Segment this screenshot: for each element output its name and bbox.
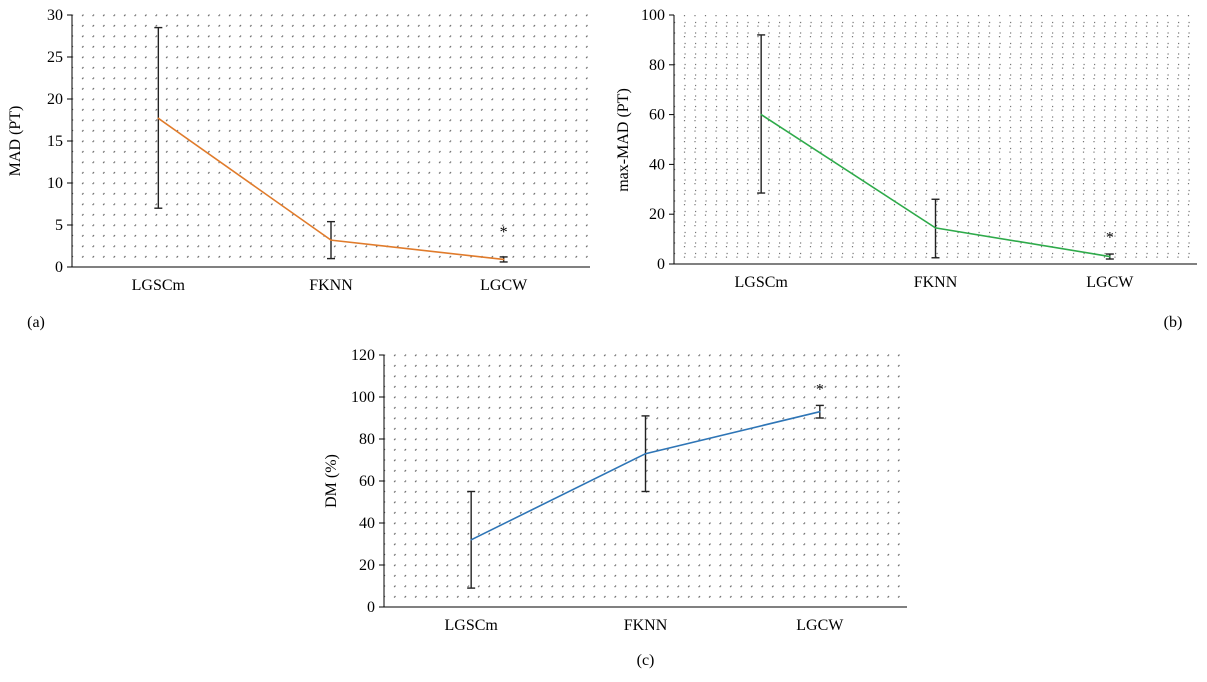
data-point	[470, 539, 472, 541]
y-tick-label: 120	[351, 347, 375, 364]
y-tick-label: 60	[359, 473, 375, 490]
x-tick-label: LGSCm	[444, 617, 498, 634]
significance-marker: *	[1106, 230, 1114, 247]
x-tick-label: LGCW	[796, 617, 844, 634]
chart-panel-b: 0 20 40 60 80 100 LGSCm FKNN LGCW max-MAD (PT) * (b…	[615, 7, 1197, 331]
x-tick-label: LGCW	[480, 277, 528, 294]
data-point	[1109, 255, 1111, 258]
y-tick-label: 25	[47, 49, 63, 66]
panel-label: (c)	[637, 652, 655, 669]
significance-marker: *	[816, 382, 824, 399]
x-tick-label: LGSCm	[734, 274, 788, 291]
y-tick-label: 20	[649, 206, 665, 223]
y-tick-label: 0	[657, 256, 665, 273]
data-point	[760, 113, 762, 116]
data-point	[502, 258, 505, 261]
x-tick-label: FKNN	[914, 274, 958, 291]
data-point	[934, 227, 937, 229]
y-tick-label: 80	[649, 57, 665, 74]
chart-panel-c: 0 20 40 60 80 100 120 LGSCm FKNN LGCW DM (%) * (c)	[323, 347, 907, 669]
x-tick-label: FKNN	[309, 277, 353, 294]
y-tick-label: 40	[649, 156, 665, 173]
grid	[384, 354, 907, 607]
significance-marker: *	[500, 224, 508, 241]
y-tick-label: 20	[359, 557, 375, 574]
y-tick-label: 5	[55, 217, 63, 234]
y-tick-label: 100	[641, 7, 665, 24]
panel-label: (a)	[27, 314, 45, 331]
y-tick-label: 15	[47, 133, 63, 150]
y-tick-label: 10	[47, 175, 63, 192]
y-axis-label: MAD (PT)	[7, 106, 24, 177]
data-point	[157, 117, 160, 120]
y-axis-label: max-MAD (PT)	[615, 88, 632, 192]
data-point	[330, 239, 332, 241]
y-tick-label: 100	[351, 389, 375, 406]
x-tick-label: LGCW	[1086, 274, 1134, 291]
y-tick-label: 30	[47, 7, 63, 24]
y-tick-label: 60	[649, 107, 665, 124]
y-tick-label: 80	[359, 431, 375, 448]
x-tick-label: LGSCm	[132, 277, 186, 294]
data-point	[644, 452, 647, 455]
chart-panel-a: 0 5 10 15 20 25 30 LGSCm FKNN LGCW MAD (PT) * (a)	[7, 7, 590, 331]
y-axis-label: DM (%)	[323, 454, 340, 508]
y-tick-label: 20	[47, 91, 63, 108]
y-tick-label: 0	[55, 259, 63, 276]
y-tick-label: 0	[367, 599, 375, 616]
grid	[72, 14, 590, 267]
y-tick-label: 40	[359, 515, 375, 532]
x-tick-label: FKNN	[624, 617, 668, 634]
data-point	[819, 410, 821, 413]
panel-label: (b)	[1164, 314, 1183, 331]
